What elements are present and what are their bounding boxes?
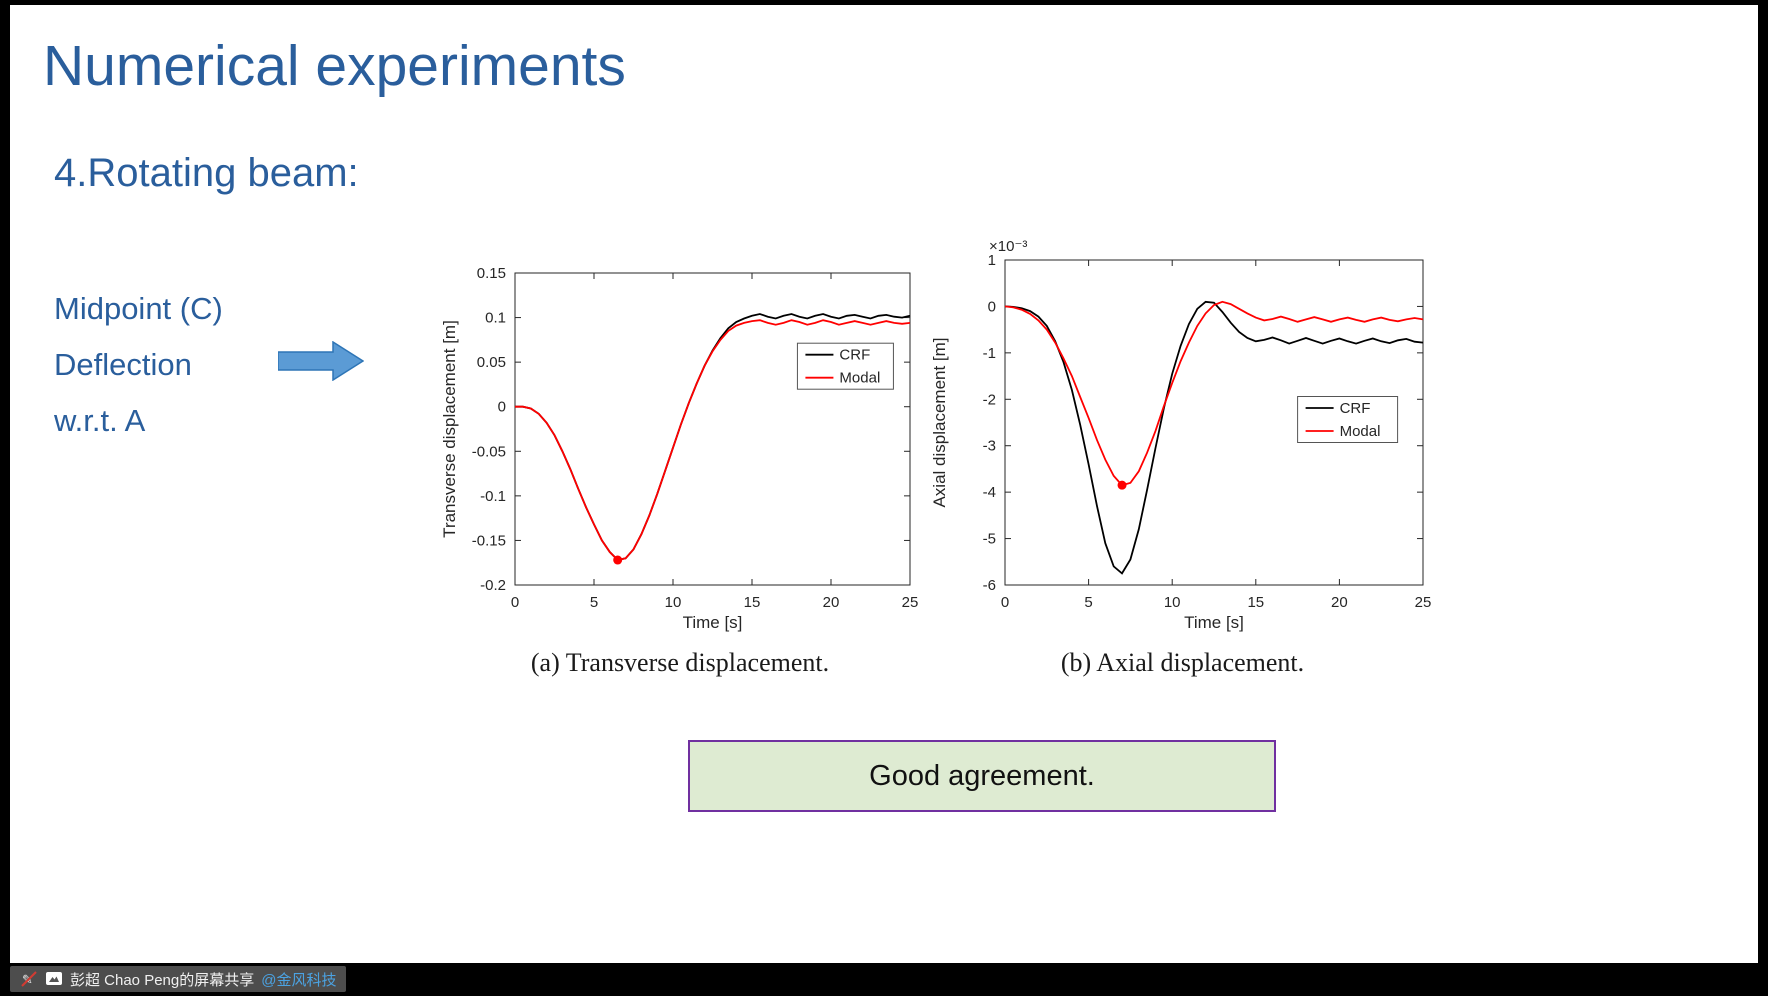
svg-text:5: 5 xyxy=(590,594,598,611)
svg-text:CRF: CRF xyxy=(839,347,870,364)
svg-text:-2: -2 xyxy=(983,391,996,408)
svg-text:CRF: CRF xyxy=(1340,400,1371,417)
svg-text:20: 20 xyxy=(823,594,840,611)
bottom-bar: ✎ 彭超 Chao Peng的屏幕共享 @金风科技 xyxy=(0,963,1768,996)
caption-a: (a) Transverse displacement. xyxy=(530,648,830,677)
svg-text:Modal: Modal xyxy=(839,370,880,387)
conclusion-text: Good agreement. xyxy=(869,759,1095,792)
svg-text:-5: -5 xyxy=(983,531,996,548)
annotation-off-icon[interactable]: ✎ xyxy=(20,970,38,988)
svg-text:Axial displacement [m]: Axial displacement [m] xyxy=(930,337,949,507)
svg-text:-0.05: -0.05 xyxy=(472,443,506,460)
svg-text:0: 0 xyxy=(1001,594,1009,611)
svg-text:0: 0 xyxy=(511,594,519,611)
share-text: 彭超 Chao Peng的屏幕共享 xyxy=(70,971,255,989)
svg-text:15: 15 xyxy=(744,594,761,611)
svg-text:15: 15 xyxy=(1247,594,1264,611)
caption-b: (b) Axial displacement. xyxy=(1060,648,1305,677)
page-title: Numerical experiments xyxy=(43,34,626,98)
svg-text:10: 10 xyxy=(665,594,682,611)
svg-text:25: 25 xyxy=(902,594,919,611)
svg-text:0.15: 0.15 xyxy=(477,265,506,282)
svg-text:5: 5 xyxy=(1084,594,1092,611)
svg-text:Time [s]: Time [s] xyxy=(1184,613,1244,632)
screen-share-icon[interactable] xyxy=(45,971,63,987)
transverse-chart: 0 5 10 15 20 25 0.15 0.1 0.05 0 -0.05 -0.1 -0.15 -0.2… xyxy=(440,265,919,632)
svg-text:10: 10 xyxy=(1164,594,1181,611)
slide: Numerical experiments 4.Rotating beam: M… xyxy=(10,5,1758,963)
svg-text:Transverse displacement [m]: Transverse displacement [m] xyxy=(440,320,459,538)
svg-text:-0.2: -0.2 xyxy=(480,577,506,594)
svg-text:Modal: Modal xyxy=(1340,423,1381,440)
bullet-list: Midpoint (C) Deflection w.r.t. A xyxy=(54,281,223,449)
share-link[interactable]: @金风科技 xyxy=(261,971,337,989)
share-toolbar: ✎ 彭超 Chao Peng的屏幕共享 @金风科技 xyxy=(10,966,347,992)
svg-text:0.1: 0.1 xyxy=(485,310,506,327)
svg-text:1: 1 xyxy=(988,252,996,269)
svg-text:20: 20 xyxy=(1331,594,1348,611)
conclusion-box: Good agreement. xyxy=(688,740,1276,812)
svg-text:0: 0 xyxy=(988,298,996,315)
svg-text:-4: -4 xyxy=(983,484,996,501)
svg-text:0: 0 xyxy=(498,399,506,416)
svg-text:Time [s]: Time [s] xyxy=(683,613,743,632)
svg-text:0.05: 0.05 xyxy=(477,354,506,371)
svg-text:×10⁻³: ×10⁻³ xyxy=(989,238,1027,255)
svg-text:25: 25 xyxy=(1415,594,1432,611)
bullet-midpoint: Midpoint (C) xyxy=(54,291,223,326)
svg-text:-6: -6 xyxy=(983,577,996,594)
section-heading: 4.Rotating beam: xyxy=(54,151,359,195)
svg-text:-0.1: -0.1 xyxy=(480,488,506,505)
bullet-wrt-a: w.r.t. A xyxy=(54,403,146,438)
svg-text:-3: -3 xyxy=(983,438,996,455)
right-arrow-icon xyxy=(277,340,365,386)
svg-text:-1: -1 xyxy=(983,345,996,362)
svg-text:-0.15: -0.15 xyxy=(472,532,506,549)
bullet-deflection: Deflection xyxy=(54,347,192,382)
